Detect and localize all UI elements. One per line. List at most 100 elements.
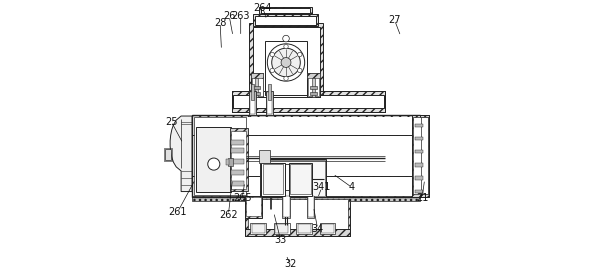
Text: 265: 265 [233, 193, 251, 203]
Bar [264, 41, 308, 95]
Bar [308, 197, 314, 217]
Text: 26: 26 [223, 11, 235, 21]
Text: 262: 262 [219, 210, 238, 220]
Bar [298, 224, 311, 233]
Bar [415, 190, 424, 193]
Bar [192, 115, 248, 197]
Bar [192, 135, 420, 176]
Circle shape [281, 57, 291, 67]
Bar [192, 115, 420, 137]
Bar [308, 73, 320, 97]
Bar [232, 181, 244, 186]
Bar [321, 224, 334, 233]
Text: 4: 4 [349, 182, 355, 192]
Text: 27: 27 [388, 15, 401, 25]
Bar [230, 128, 248, 191]
Bar [192, 196, 420, 201]
Bar [192, 177, 419, 196]
Text: 25: 25 [165, 116, 178, 126]
Bar [261, 163, 285, 196]
Bar [251, 84, 254, 100]
Bar [320, 223, 336, 234]
Bar [232, 159, 244, 164]
Bar [232, 148, 244, 153]
Bar [253, 92, 260, 95]
Bar [274, 223, 290, 234]
Bar [226, 159, 229, 165]
Bar [245, 196, 263, 218]
Circle shape [270, 52, 274, 57]
Circle shape [298, 52, 302, 57]
Bar [192, 175, 420, 197]
Bar [309, 92, 317, 95]
Bar [308, 74, 319, 96]
Bar [413, 117, 428, 194]
Bar [245, 229, 350, 236]
Bar [228, 158, 233, 166]
Bar [258, 150, 270, 163]
Bar [248, 199, 347, 234]
Bar [415, 124, 424, 127]
Circle shape [284, 44, 288, 49]
Bar [192, 116, 419, 135]
Bar [267, 92, 272, 114]
Bar [255, 15, 315, 25]
Bar [275, 224, 288, 233]
Bar [253, 14, 318, 26]
Bar [283, 197, 290, 217]
Polygon shape [170, 116, 192, 192]
Text: 33: 33 [274, 235, 287, 245]
Bar [232, 91, 385, 112]
Bar [253, 86, 260, 89]
Bar [415, 163, 424, 166]
Bar [230, 131, 246, 189]
Bar [412, 115, 429, 197]
Bar [289, 177, 302, 181]
Bar [232, 170, 244, 175]
Circle shape [267, 44, 305, 81]
Bar [308, 73, 320, 78]
Bar [252, 27, 320, 97]
Bar [415, 150, 424, 153]
Bar [296, 223, 312, 234]
Circle shape [208, 158, 220, 170]
Bar [194, 117, 247, 195]
Bar [251, 73, 264, 78]
Bar [196, 127, 232, 192]
Bar [232, 140, 244, 145]
Text: 264: 264 [254, 2, 272, 13]
Bar [263, 164, 283, 194]
Bar [249, 23, 323, 101]
Bar [268, 84, 271, 100]
Bar [250, 92, 255, 114]
Bar [258, 7, 312, 14]
Bar [415, 176, 424, 180]
Bar [250, 223, 266, 234]
Bar [266, 91, 273, 115]
Bar [247, 197, 261, 216]
Bar [252, 74, 263, 96]
Circle shape [283, 35, 289, 42]
Bar [245, 196, 350, 236]
Circle shape [284, 76, 288, 81]
Text: 21: 21 [416, 193, 428, 203]
Text: 263: 263 [232, 11, 250, 21]
Bar [249, 91, 255, 115]
Bar [308, 196, 314, 218]
Bar [165, 149, 170, 160]
Bar [312, 78, 315, 97]
Bar [261, 38, 311, 97]
Circle shape [271, 48, 301, 77]
Bar [282, 196, 290, 218]
Bar [251, 73, 264, 97]
Bar [260, 159, 326, 197]
Bar [290, 164, 311, 194]
Text: 28: 28 [214, 18, 226, 28]
Bar [255, 78, 258, 97]
Bar [415, 137, 424, 140]
Circle shape [270, 68, 274, 73]
Text: 34: 34 [311, 224, 324, 233]
Bar [420, 115, 429, 197]
Bar [164, 148, 172, 161]
Bar [261, 7, 310, 13]
